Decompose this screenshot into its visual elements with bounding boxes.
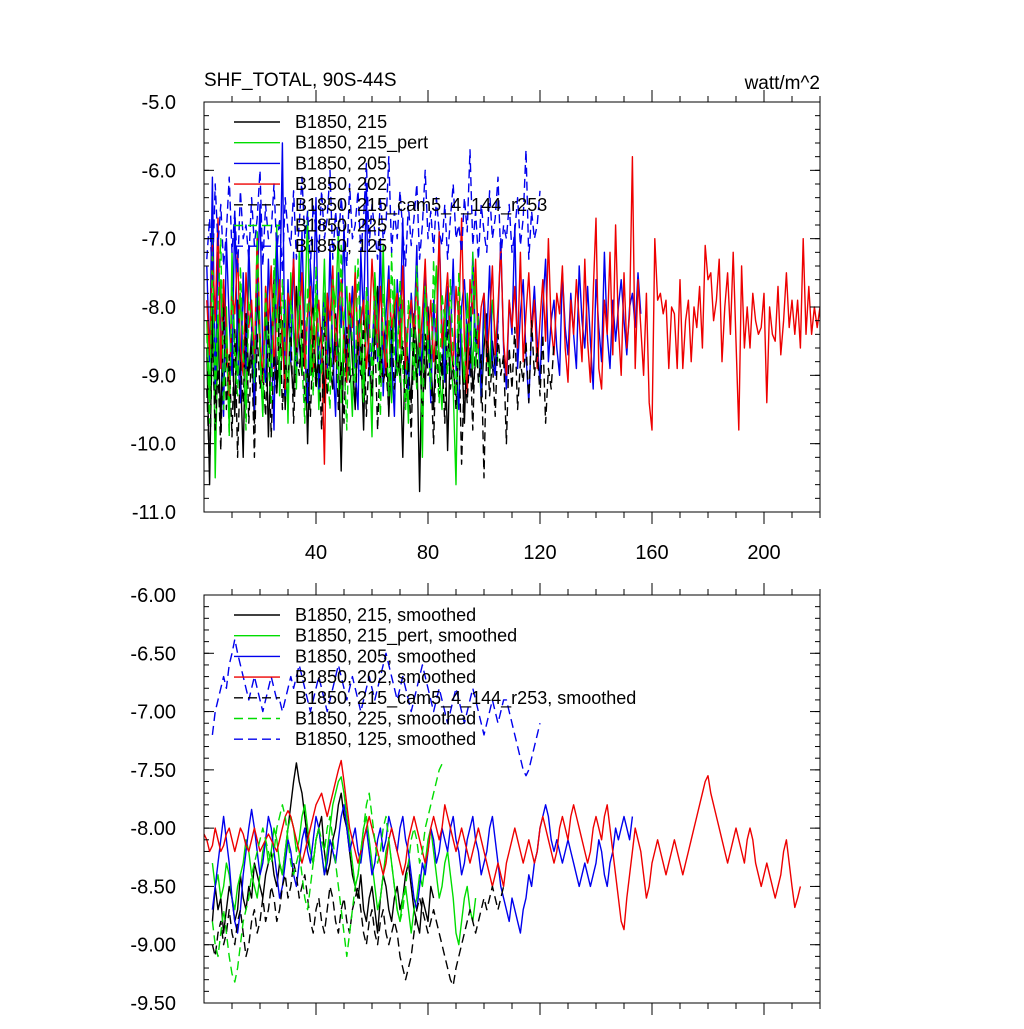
series-line-5 [211, 862, 505, 987]
x-tick-label: 200 [747, 542, 780, 564]
legend-label-6: B1850, 225, smoothed [295, 709, 476, 729]
x-tick-label: 80 [417, 542, 439, 564]
y-tick-label: -6.0 [142, 160, 176, 182]
legend-label-3: B1850, 205, smoothed [295, 646, 476, 666]
legend-label-3: B1850, 205 [295, 153, 387, 173]
x-tick-label: 40 [305, 542, 327, 564]
series-line-6 [211, 763, 443, 983]
series-line-1 [211, 762, 435, 934]
series-line-7 [211, 638, 541, 777]
chart-title: SHF_TOTAL, 90S-44S [204, 70, 397, 91]
y-tick-label: -10.0 [130, 434, 176, 456]
series-line-6 [206, 237, 480, 438]
legend-label-5: B1850, 215_cam5_4_144_r253, smoothed [295, 688, 636, 709]
y-tick-label: -6.50 [130, 643, 176, 665]
y-tick-label: -7.00 [130, 702, 176, 724]
series-line-3 [211, 804, 634, 934]
series-group [206, 142, 820, 493]
legend-label-6: B1850, 225 [295, 216, 387, 236]
y-tick-label: -7.0 [142, 229, 176, 251]
series-group [204, 638, 802, 987]
y-tick-label: -11.0 [132, 502, 176, 524]
legend-label-4: B1850, 202, smoothed [295, 667, 476, 687]
series-line-3 [206, 142, 642, 431]
x-tick-label: 120 [523, 542, 556, 564]
legend-label-5: B1850, 215_cam5_4_144_r253 [295, 195, 547, 216]
legend-label-7: B1850, 125, smoothed [295, 729, 476, 749]
y-tick-label: -9.00 [130, 935, 176, 957]
y-tick-label: -8.00 [130, 818, 176, 840]
y-tick-label: -6.00 [130, 585, 176, 607]
series-line-5 [206, 306, 555, 479]
series-line-4 [204, 759, 802, 931]
legend-label-7: B1850, 125 [295, 236, 387, 256]
y-tick-label: -9.50 [130, 993, 176, 1015]
y-tick-label: -8.0 [142, 297, 176, 319]
series-line-2 [211, 776, 477, 946]
y-tick-label: -9.0 [142, 365, 176, 387]
series-line-7 [206, 149, 541, 281]
y-tick-label: -5.0 [142, 92, 176, 114]
legend-label-2: B1850, 215_pert [295, 133, 428, 154]
legend-label-4: B1850, 202 [295, 174, 387, 194]
legend-label-2: B1850, 215_pert, smoothed [295, 626, 517, 647]
chart-panel-2: -9.50 -9.00 -8.50 -8.00 -7.50 -7.00 -6.50 -6.00… [130, 583, 821, 1015]
chart-panel-1: -11.0 -10.0 -9.0 -8.0 -7.0 -6.0 -5.0 40 80 120 160… [130, 70, 821, 564]
units-label: watt/m^2 [744, 73, 820, 94]
legend-label-1: B1850, 215, smoothed [295, 605, 476, 625]
x-tick-label: 160 [635, 542, 668, 564]
y-tick-label: -8.50 [130, 876, 176, 898]
legend-label-1: B1850, 215 [295, 112, 387, 132]
y-tick-label: -7.50 [130, 760, 176, 782]
